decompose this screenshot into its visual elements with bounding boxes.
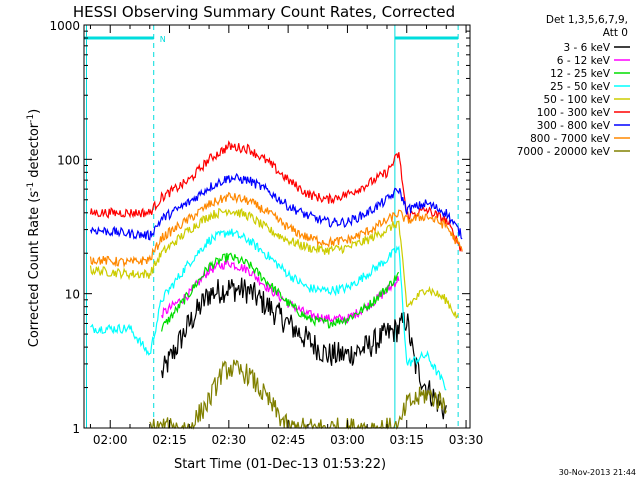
chart-title: HESSI Observing Summary Count Rates, Cor…: [73, 3, 455, 21]
series-line-7: [89, 191, 463, 269]
y-tick-label: 1000: [49, 19, 80, 33]
legend-label: 3 - 6 keV: [563, 42, 610, 54]
y-axis-label-mid: detector: [27, 122, 42, 182]
x-tick-label: 02:45: [271, 433, 306, 447]
y-tick-label: 1: [72, 422, 80, 436]
legend-label: 12 - 25 keV: [550, 68, 611, 80]
night-marker-label: N: [160, 35, 166, 44]
series-line-4: [89, 207, 459, 320]
y-axis-label-end: ): [27, 109, 42, 114]
y-tick-label: 100: [57, 153, 80, 167]
series-line-0: [161, 277, 447, 420]
plot-area: N: [84, 25, 463, 431]
x-tick-label: 02:30: [212, 433, 247, 447]
x-axis-label: Start Time (01-Dec-13 01:53:22): [174, 457, 386, 472]
series-line-5: [89, 140, 463, 252]
y-axis-label-sup1: -1: [26, 182, 36, 191]
y-axis-label-sup2: -1: [26, 114, 36, 123]
series-line-3: [90, 228, 447, 391]
legend-label: 6 - 12 keV: [557, 55, 611, 67]
y-tick-label: 10: [65, 288, 80, 302]
timestamp: 30-Nov-2013 21:44: [559, 468, 636, 477]
legend-label: 800 - 7000 keV: [530, 133, 611, 145]
x-tick-label: 02:15: [152, 433, 187, 447]
legend-label: 7000 - 20000 keV: [517, 146, 611, 158]
legend-label: 100 - 300 keV: [537, 107, 611, 119]
axes: 1 10 100 1000 02:00 02:15 02:30 02:45 03:00 03:15…: [49, 19, 483, 447]
y-axis-label-main: Corrected Count Rate (s: [27, 191, 42, 348]
legend-header-line: Det 1,3,5,6,7,9,: [546, 14, 628, 26]
x-tick-label: 03:00: [330, 433, 365, 447]
series-line-2: [161, 252, 400, 332]
x-tick-label: 02:00: [93, 433, 128, 447]
legend-label: 50 - 100 keV: [543, 94, 610, 106]
series-line-6: [89, 172, 463, 241]
legend-label: 300 - 800 keV: [537, 120, 611, 132]
plot-frame: [83, 24, 471, 429]
y-axis-label: Corrected Count Rate (s-1 detector-1): [26, 109, 42, 347]
legend-header-line: Att 0: [603, 27, 628, 39]
legend-label: 25 - 50 keV: [550, 81, 611, 93]
x-tick-label: 03:30: [449, 433, 484, 447]
x-tick-label: 03:15: [389, 433, 424, 447]
